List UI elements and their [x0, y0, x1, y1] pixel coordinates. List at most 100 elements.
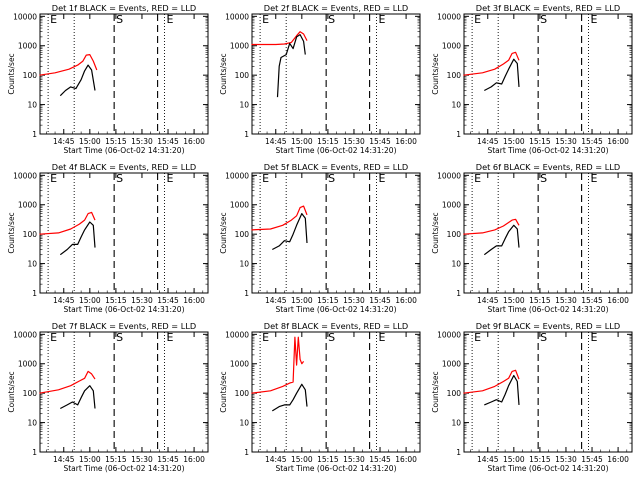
- y-tick-label: 10000: [13, 330, 37, 339]
- event-marker-label: S: [540, 172, 547, 185]
- y-axis-label: Counts/sec: [431, 53, 440, 94]
- x-tick-label: 15:15: [529, 137, 551, 146]
- x-tick-label: 16:00: [395, 137, 417, 146]
- x-axis-label: Start Time (06-Oct-02 14:31:20): [63, 464, 184, 473]
- event-marker-label: E: [591, 172, 598, 185]
- y-tick-label: 100: [23, 71, 38, 80]
- detector-panel: Det 1f BLACK = Events, RED = LLD 1 10 100 10…: [7, 3, 209, 155]
- x-tick-label: 15:00: [503, 455, 525, 464]
- event-marker-label: E: [50, 13, 57, 26]
- x-tick-label: 15:45: [581, 296, 603, 305]
- x-axis-label: Start Time (06-Oct-02 14:31:20): [275, 305, 396, 314]
- lld-series-line: [39, 370, 96, 394]
- x-tick-label: 15:30: [555, 455, 577, 464]
- y-tick-label: 100: [23, 230, 38, 239]
- y-tick-label: 100: [447, 389, 462, 398]
- y-tick-label: 10: [239, 101, 249, 110]
- x-tick-label: 15:00: [291, 455, 313, 464]
- x-tick-label: 16:00: [183, 455, 205, 464]
- x-axis-label: Start Time (06-Oct-02 14:31:20): [487, 464, 608, 473]
- panel-title: Det 2f BLACK = Events, RED = LLD: [264, 3, 408, 13]
- x-tick-label: 14:45: [53, 296, 75, 305]
- event-marker-label: E: [474, 13, 481, 26]
- y-tick-label: 1: [244, 289, 249, 298]
- event-marker-label: E: [262, 172, 269, 185]
- panel-title: Det 8f BLACK = Events, RED = LLD: [264, 321, 408, 331]
- x-tick-label: 14:45: [265, 296, 287, 305]
- event-marker-label: E: [50, 172, 57, 185]
- y-tick-label: 1: [456, 448, 461, 457]
- plot-frame: [39, 331, 209, 453]
- event-marker-label: E: [474, 331, 481, 344]
- x-tick-label: 15:30: [131, 455, 153, 464]
- x-tick-label: 15:45: [581, 455, 603, 464]
- x-tick-label: 15:00: [291, 296, 313, 305]
- event-marker-label: E: [379, 331, 386, 344]
- x-tick-label: 16:00: [607, 137, 629, 146]
- y-axis-label: Counts/sec: [7, 371, 16, 412]
- event-marker-label: S: [328, 13, 335, 26]
- x-tick-label: 14:45: [477, 137, 499, 146]
- y-axis-label: Counts/sec: [431, 371, 440, 412]
- x-tick-label: 15:45: [581, 137, 603, 146]
- y-tick-label: 1000: [442, 42, 461, 51]
- y-tick-label: 10000: [437, 12, 461, 21]
- y-tick-label: 10: [27, 419, 37, 428]
- x-tick-label: 15:15: [105, 137, 127, 146]
- y-axis-label: Counts/sec: [219, 212, 228, 253]
- x-tick-label: 15:30: [343, 137, 365, 146]
- event-marker-label: S: [116, 331, 123, 344]
- x-tick-label: 16:00: [607, 296, 629, 305]
- y-tick-label: 10000: [437, 171, 461, 180]
- plot-frame: [251, 172, 421, 294]
- events-series-line: [484, 374, 520, 406]
- y-tick-label: 10: [27, 260, 37, 269]
- event-marker-label: S: [328, 331, 335, 344]
- y-tick-label: 10: [451, 101, 461, 110]
- lld-series-line: [251, 205, 308, 231]
- x-tick-label: 15:45: [157, 455, 179, 464]
- y-tick-label: 100: [23, 389, 38, 398]
- y-tick-label: 1: [456, 289, 461, 298]
- event-marker-label: E: [474, 172, 481, 185]
- event-marker-label: E: [379, 172, 386, 185]
- x-tick-label: 15:15: [529, 455, 551, 464]
- plot-frame: [39, 13, 209, 135]
- events-series-line: [60, 385, 96, 410]
- y-tick-label: 1: [32, 448, 37, 457]
- y-axis-label: Counts/sec: [7, 53, 16, 94]
- x-tick-label: 15:45: [369, 455, 391, 464]
- event-marker-label: S: [116, 13, 123, 26]
- x-tick-label: 14:45: [477, 296, 499, 305]
- x-tick-label: 15:30: [343, 455, 365, 464]
- events-series-line: [276, 33, 306, 98]
- y-tick-label: 1: [32, 289, 37, 298]
- events-series-line: [59, 64, 96, 97]
- detector-panel: Det 2f BLACK = Events, RED = LLD 1 10 100 10…: [219, 3, 421, 155]
- x-tick-label: 16:00: [183, 296, 205, 305]
- y-tick-label: 10: [239, 260, 249, 269]
- panel-title: Det 5f BLACK = Events, RED = LLD: [264, 162, 408, 172]
- events-series-line: [484, 58, 520, 92]
- y-tick-label: 10: [451, 419, 461, 428]
- detector-panel: Det 8f BLACK = Events, RED = LLD 1 10 100 10…: [219, 321, 421, 473]
- event-marker-label: E: [262, 13, 269, 26]
- x-tick-label: 14:45: [265, 455, 287, 464]
- event-marker-label: E: [591, 331, 598, 344]
- detector-panel: Det 4f BLACK = Events, RED = LLD 1 10 100 10…: [7, 162, 209, 314]
- plot-frame: [251, 331, 421, 453]
- x-tick-label: 15:30: [343, 296, 365, 305]
- y-tick-label: 10000: [225, 171, 249, 180]
- x-tick-label: 14:45: [265, 137, 287, 146]
- event-marker-label: S: [540, 13, 547, 26]
- x-tick-label: 14:45: [53, 455, 75, 464]
- plot-frame: [39, 172, 209, 294]
- lld-series-line: [463, 51, 520, 76]
- event-marker-label: S: [328, 172, 335, 185]
- y-tick-label: 10000: [225, 12, 249, 21]
- x-tick-label: 15:30: [555, 296, 577, 305]
- y-tick-label: 100: [235, 230, 250, 239]
- x-tick-label: 15:00: [291, 137, 313, 146]
- x-tick-label: 15:45: [157, 137, 179, 146]
- x-tick-label: 15:15: [317, 455, 339, 464]
